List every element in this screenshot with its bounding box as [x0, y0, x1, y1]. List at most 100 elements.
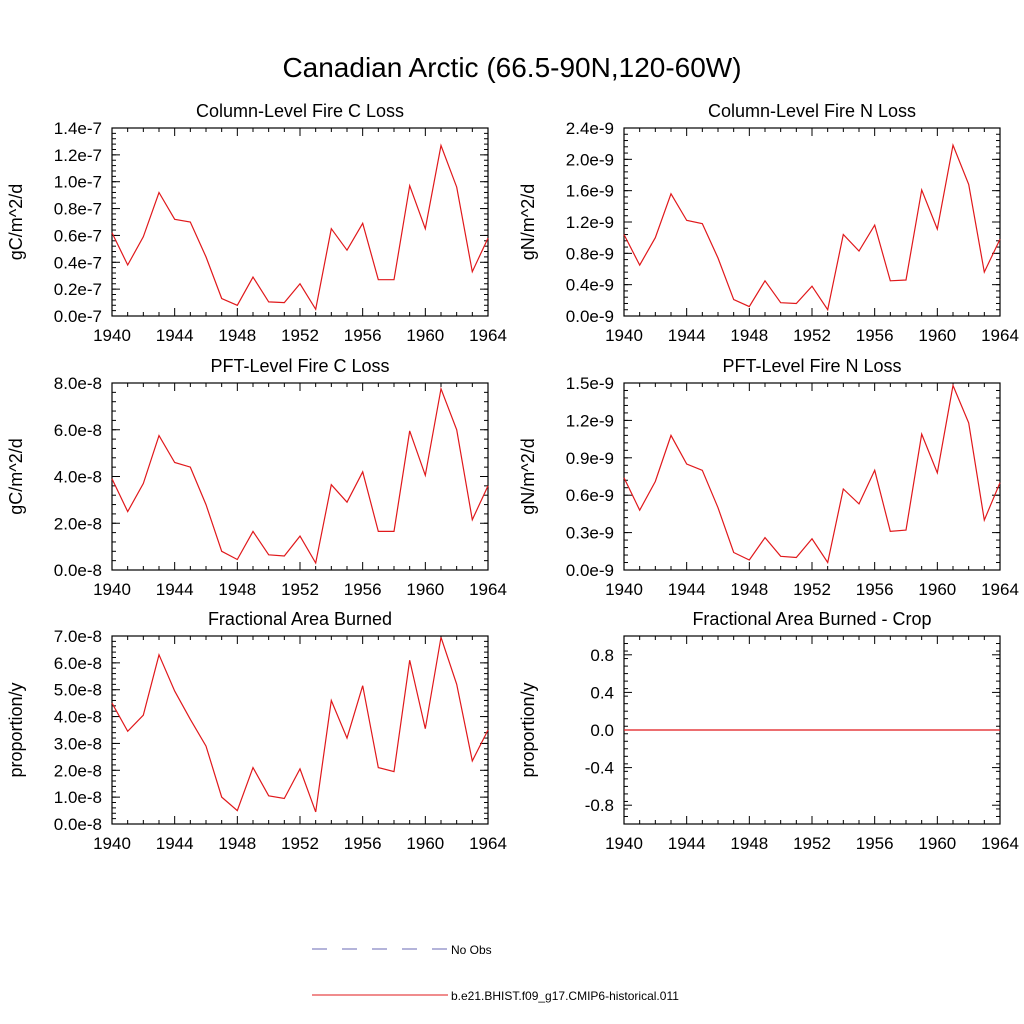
x-tick-label: 1964 — [469, 834, 507, 853]
plot-frame — [111, 127, 489, 317]
series-line — [111, 386, 489, 565]
y-tick-label: 8.0e-8 — [54, 374, 102, 393]
x-tick-label: 1956 — [344, 834, 382, 853]
x-tick-label: 1952 — [281, 580, 319, 599]
y-tick-label: 6.0e-8 — [54, 654, 102, 673]
y-axis-label: gN/m^2/d — [518, 438, 538, 514]
x-tick-label: 1944 — [668, 326, 706, 345]
x-tick-label: 1940 — [605, 326, 643, 345]
x-tick-label: 1940 — [93, 580, 131, 599]
x-tick-label: 1944 — [668, 834, 706, 853]
x-tick-label: 1964 — [469, 326, 507, 345]
x-tick-label: 1944 — [156, 834, 194, 853]
y-tick-label: 1.5e-9 — [566, 374, 614, 393]
y-tick-label: 0.0e-9 — [566, 307, 614, 326]
x-tick-label: 1948 — [218, 580, 256, 599]
y-tick-label: 1.0e-8 — [54, 788, 102, 807]
y-tick-label: 0.0 — [590, 721, 614, 740]
y-tick-label: 0.2e-7 — [54, 280, 102, 299]
x-tick-label: 1952 — [793, 580, 831, 599]
y-axis-label: proportion/y — [518, 682, 538, 777]
y-axis-label: proportion/y — [6, 682, 26, 777]
x-tick-label: 1948 — [218, 326, 256, 345]
x-tick-label: 1956 — [856, 834, 894, 853]
y-axis-label: gN/m^2/d — [518, 184, 538, 260]
x-tick-label: 1944 — [668, 580, 706, 599]
y-tick-label: 2.0e-8 — [54, 761, 102, 780]
x-tick-label: 1964 — [981, 834, 1019, 853]
y-tick-label: 0.4 — [590, 683, 614, 702]
y-tick-label: 0.4e-7 — [54, 253, 102, 272]
x-tick-label: 1960 — [918, 326, 956, 345]
panel-title: Fractional Area Burned - Crop — [692, 609, 931, 629]
chart-panel-6: Fractional Area Burned - Crop proportion/… — [518, 609, 1019, 853]
y-tick-label: 5.0e-8 — [54, 681, 102, 700]
x-tick-label: 1940 — [605, 580, 643, 599]
y-tick-label: 0.3e-9 — [566, 524, 614, 543]
x-tick-label: 1948 — [218, 834, 256, 853]
x-tick-label: 1960 — [406, 834, 444, 853]
y-axis-label: gC/m^2/d — [6, 184, 26, 260]
x-tick-label: 1944 — [156, 326, 194, 345]
x-tick-label: 1952 — [281, 326, 319, 345]
x-tick-label: 1952 — [793, 326, 831, 345]
x-tick-label: 1956 — [856, 326, 894, 345]
x-tick-label: 1940 — [93, 834, 131, 853]
x-tick-label: 1960 — [918, 580, 956, 599]
y-tick-label: 0.0e-8 — [54, 815, 102, 834]
y-tick-label: 2.4e-9 — [566, 119, 614, 138]
y-tick-label: 0.0e-9 — [566, 561, 614, 580]
y-tick-label: 0.6e-7 — [54, 226, 102, 245]
y-tick-label: 1.2e-7 — [54, 146, 102, 165]
chart-panel-1: Column-Level Fire C Loss gC/m^2/d 1940 1944… — [6, 101, 507, 345]
panel-title: Column-Level Fire N Loss — [708, 101, 916, 121]
series-line — [623, 383, 1001, 565]
y-tick-label: 1.0e-7 — [54, 173, 102, 192]
y-tick-label: 0.8 — [590, 646, 614, 665]
y-tick-label: 0.4e-9 — [566, 276, 614, 295]
y-tick-label: 1.2e-9 — [566, 213, 614, 232]
y-tick-label: -0.8 — [585, 796, 614, 815]
y-tick-label: 2.0e-9 — [566, 150, 614, 169]
plot-frame — [111, 635, 489, 825]
x-tick-label: 1952 — [793, 834, 831, 853]
legend: No Obs b.e21.BHIST.f09_g17.CMIP6-historic… — [312, 943, 679, 1003]
y-tick-label: 0.0e-8 — [54, 561, 102, 580]
plot-frame — [111, 382, 489, 571]
y-tick-label: 0.6e-9 — [566, 486, 614, 505]
y-tick-label: 0.9e-9 — [566, 449, 614, 468]
x-tick-label: 1952 — [281, 834, 319, 853]
panel-title: PFT-Level Fire N Loss — [722, 356, 901, 376]
panel-title: Column-Level Fire C Loss — [196, 101, 404, 121]
y-tick-label: 7.0e-8 — [54, 627, 102, 646]
x-tick-label: 1960 — [918, 834, 956, 853]
series-line — [111, 143, 489, 311]
x-tick-label: 1948 — [730, 834, 768, 853]
x-tick-label: 1956 — [344, 580, 382, 599]
plot-frame — [623, 382, 1001, 571]
y-tick-label: 4.0e-8 — [54, 468, 102, 487]
x-tick-label: 1964 — [981, 580, 1019, 599]
x-tick-label: 1948 — [730, 580, 768, 599]
chart-panel-5: Fractional Area Burned proportion/y 1940 19… — [6, 609, 507, 853]
chart-panel-4: PFT-Level Fire N Loss gN/m^2/d 1940 1944 194… — [518, 356, 1019, 599]
y-tick-label: 0.8e-7 — [54, 200, 102, 219]
y-tick-label: -0.4 — [585, 759, 614, 778]
y-tick-label: 1.6e-9 — [566, 182, 614, 201]
legend-label-model: b.e21.BHIST.f09_g17.CMIP6-historical.011 — [451, 989, 679, 1003]
x-tick-label: 1940 — [93, 326, 131, 345]
x-tick-label: 1964 — [981, 326, 1019, 345]
plot-frame — [623, 127, 1001, 317]
x-tick-label: 1964 — [469, 580, 507, 599]
y-tick-label: 0.0e-7 — [54, 307, 102, 326]
x-tick-label: 1960 — [406, 326, 444, 345]
legend-label-no-obs: No Obs — [451, 943, 492, 957]
y-tick-label: 1.2e-9 — [566, 411, 614, 430]
y-tick-label: 4.0e-8 — [54, 708, 102, 727]
y-tick-label: 2.0e-8 — [54, 514, 102, 533]
y-axis-label: gC/m^2/d — [6, 438, 26, 514]
y-tick-label: 3.0e-8 — [54, 734, 102, 753]
x-tick-label: 1956 — [344, 326, 382, 345]
panel-title: PFT-Level Fire C Loss — [210, 356, 389, 376]
x-tick-label: 1944 — [156, 580, 194, 599]
